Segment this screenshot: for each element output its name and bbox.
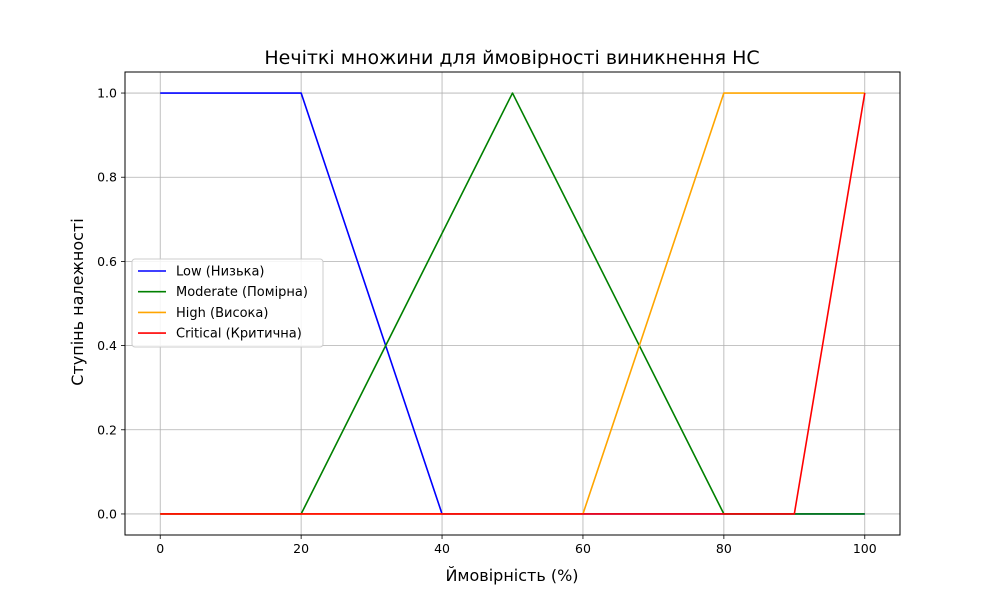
plot-frame [124,71,901,536]
chart-title: Нечіткі множини для ймовірності виникнен… [264,47,759,69]
series-lines [160,92,866,515]
x-tick-label: 0 [156,541,164,556]
x-tick-label: 40 [434,541,450,556]
x-tick-label: 100 [853,541,877,556]
legend-label: High (Висока) [176,306,268,321]
legend-box [131,258,324,348]
y-tick-label: 0.4 [97,338,117,353]
x-tick-label: 60 [575,541,591,556]
x-tick-label: 80 [716,541,732,556]
x-tick-label: 20 [293,541,309,556]
series-line [160,92,866,515]
y-tick-label: 0.6 [97,254,117,269]
legend-label: Moderate (Помірна) [176,285,308,300]
x-axis-label: Ймовірність (%) [445,566,578,585]
y-tick-label: 0.0 [97,506,117,521]
y-tick-label: 0.8 [97,170,117,185]
y-tick-label: 1.0 [97,86,117,101]
axis-ticks: 0 20 40 60 80 100 0.0 0.2 0.4 0.6 0.8 1.0 [97,86,877,556]
legend: Low (Низька) Moderate (Помірна) High (Висо… [131,258,324,348]
legend-label: Critical (Критична) [176,327,302,342]
legend-label: Low (Низька) [176,265,265,280]
y-tick-label: 0.2 [97,422,117,437]
y-axis-label: Ступінь належності [68,218,87,385]
